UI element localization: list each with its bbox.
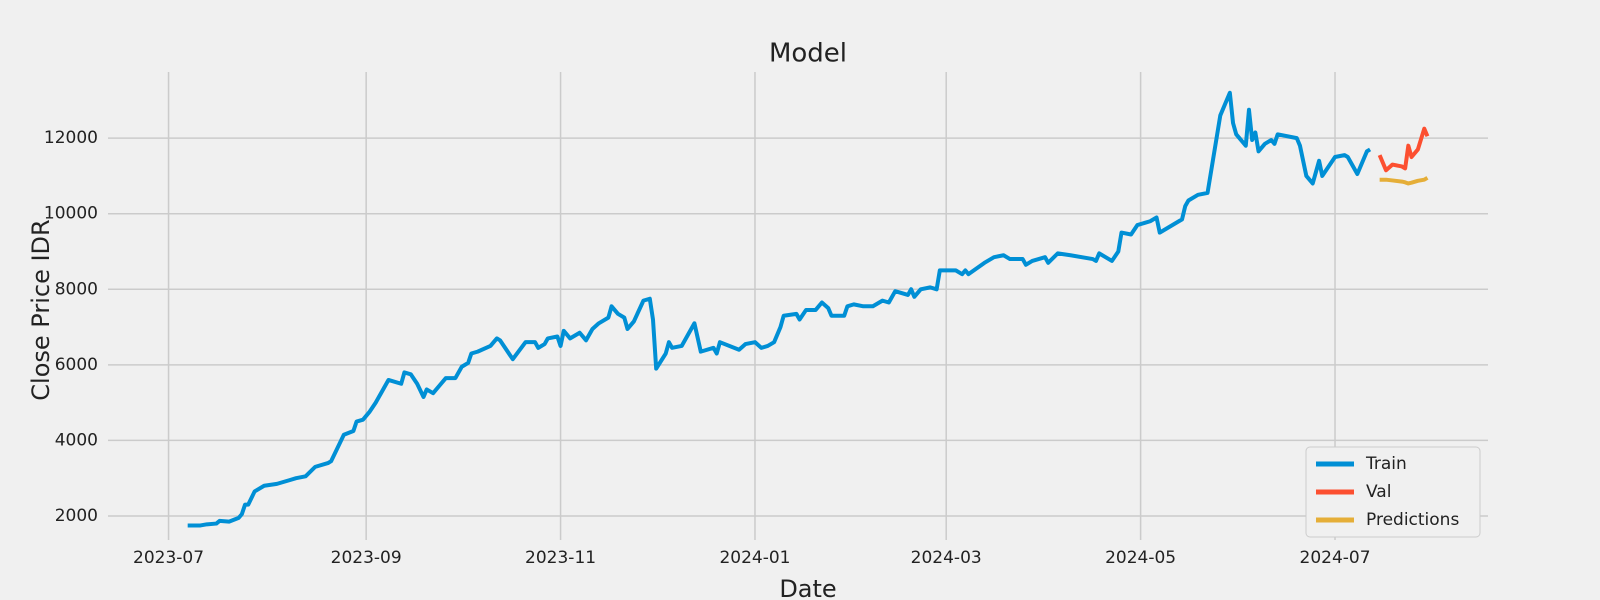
y-tick-label: 12000 (44, 128, 98, 148)
chart-title: Model (769, 39, 847, 69)
x-tick-label: 2023-11 (525, 548, 596, 568)
legend-label: Val (1366, 482, 1391, 502)
y-axis-label: Close Price IDR (27, 219, 55, 400)
legend-label: Train (1365, 454, 1407, 474)
y-tick-label: 6000 (55, 355, 98, 375)
x-axis-label: Date (779, 575, 836, 600)
x-tick-label: 2023-09 (331, 548, 402, 568)
y-tick-label: 8000 (55, 279, 98, 299)
legend: Train Val Predictions (1305, 446, 1481, 538)
y-tick-label: 2000 (55, 506, 98, 526)
x-tick-label: 2024-01 (719, 548, 790, 568)
y-tick-label: 10000 (44, 204, 98, 224)
x-tick-label: 2024-05 (1105, 548, 1176, 568)
legend-box (1305, 446, 1481, 538)
legend-label: Predictions (1366, 510, 1459, 530)
series-line (1377, 126, 1430, 173)
x-tick-label: 2023-07 (133, 548, 204, 568)
x-tick-label: 2024-03 (911, 548, 982, 568)
x-tick-label: 2024-07 (1300, 548, 1371, 568)
series-line (1379, 176, 1429, 186)
y-tick-label: 4000 (55, 430, 98, 450)
series-line (187, 90, 1372, 528)
